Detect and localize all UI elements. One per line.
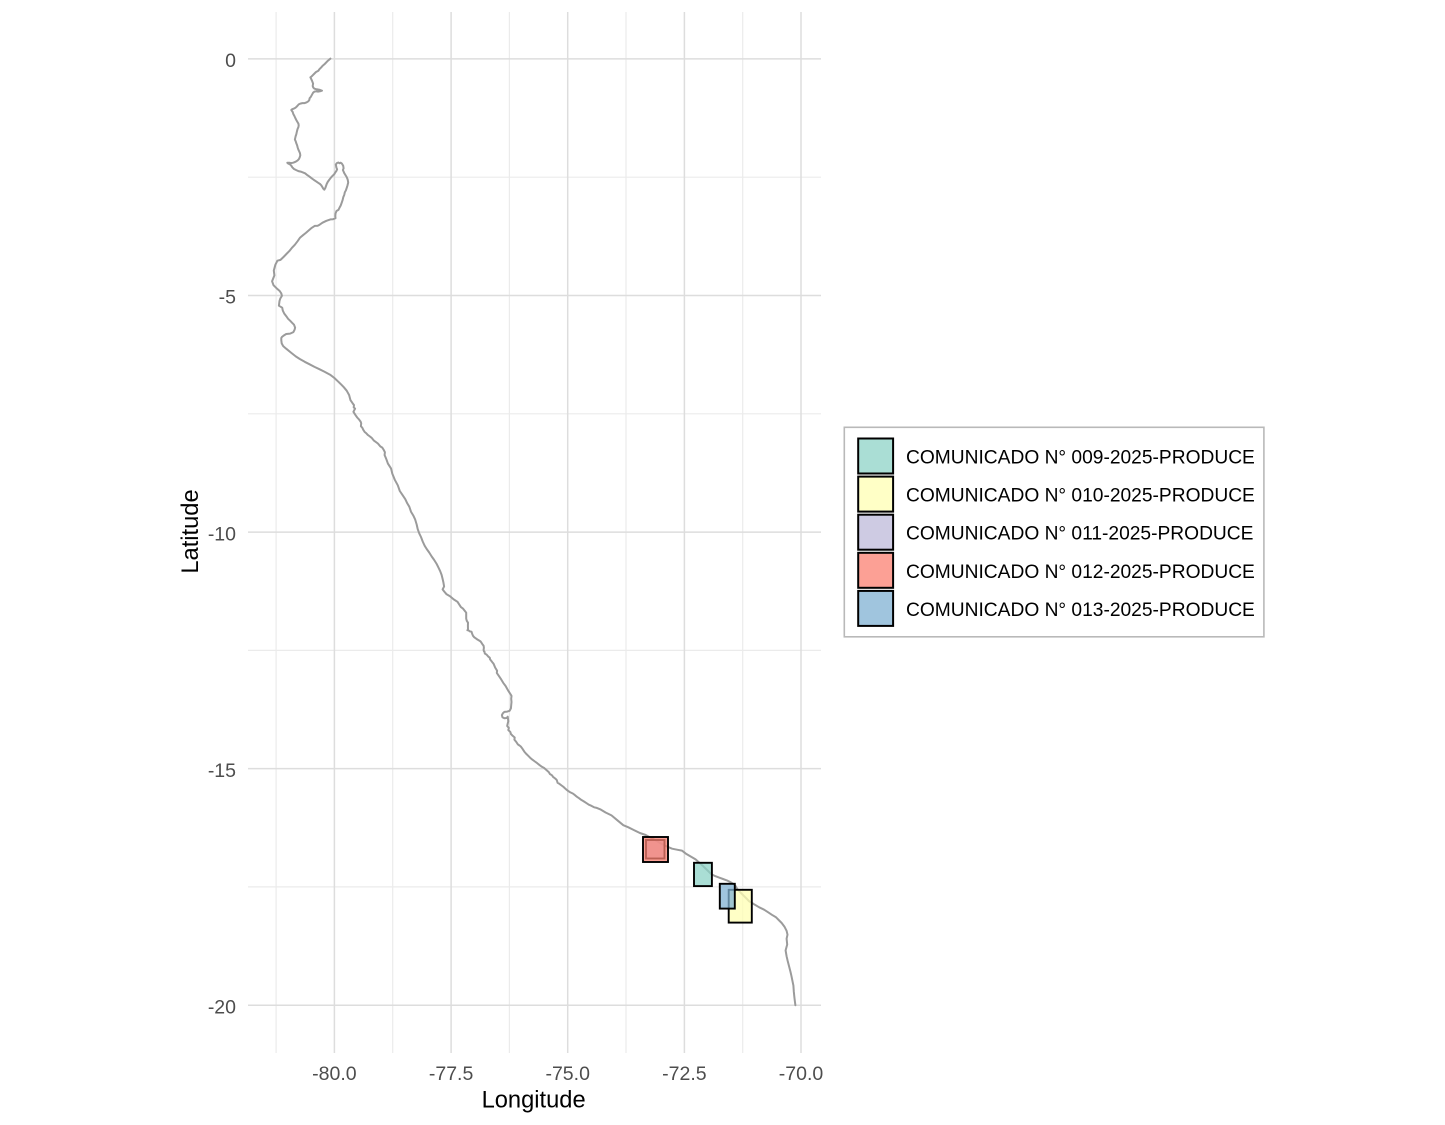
svg-text:COMUNICADO N° 009-2025-PRODUCE: COMUNICADO N° 009-2025-PRODUCE	[906, 448, 1255, 469]
svg-text:-5: -5	[219, 287, 236, 309]
svg-text:-77.5: -77.5	[429, 1063, 474, 1085]
svg-text:0: 0	[225, 50, 236, 72]
svg-text:-72.5: -72.5	[662, 1063, 707, 1085]
svg-text:Latitude: Latitude	[178, 489, 204, 573]
svg-text:COMUNICADO N° 012-2025-PRODUCE: COMUNICADO N° 012-2025-PRODUCE	[906, 562, 1255, 583]
svg-text:COMUNICADO N° 010-2025-PRODUCE: COMUNICADO N° 010-2025-PRODUCE	[906, 486, 1255, 507]
svg-text:-10: -10	[208, 523, 236, 545]
svg-text:Longitude: Longitude	[482, 1087, 586, 1113]
svg-text:-15: -15	[208, 760, 236, 782]
svg-text:-80.0: -80.0	[312, 1063, 357, 1085]
svg-text:COMUNICADO N° 011-2025-PRODUCE: COMUNICADO N° 011-2025-PRODUCE	[906, 524, 1253, 545]
svg-text:-75.0: -75.0	[545, 1063, 590, 1085]
svg-text:COMUNICADO N° 013-2025-PRODUCE: COMUNICADO N° 013-2025-PRODUCE	[906, 600, 1255, 621]
svg-text:-20: -20	[208, 996, 236, 1018]
svg-text:-70.0: -70.0	[779, 1063, 824, 1085]
